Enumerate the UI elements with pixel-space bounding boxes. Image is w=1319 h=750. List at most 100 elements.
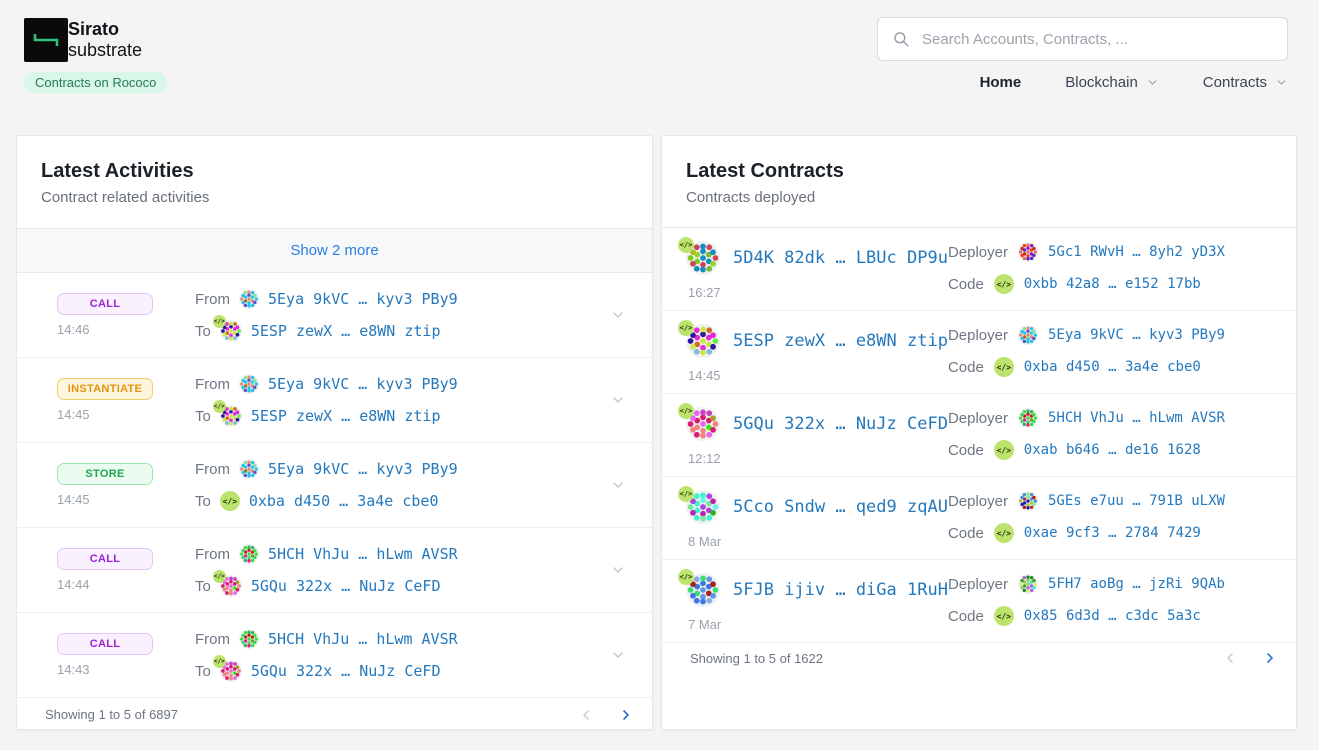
code-icon: </>: [993, 274, 1014, 294]
code-icon: </>: [212, 400, 226, 413]
expand-chevron-down-icon[interactable]: [610, 307, 626, 323]
code-hash-link[interactable]: 0xab b646 … de16 1628: [1023, 442, 1201, 458]
activity-row: CALL 14:43 From 5HCH VhJu … hLwm AVSR To…: [17, 613, 652, 698]
code-icon: </>: [993, 523, 1014, 543]
activity-time: 14:46: [57, 322, 90, 337]
contracts-footer: Showing 1 to 5 of 1622: [662, 643, 1296, 673]
deployer-address-link[interactable]: 5Gc1 RWvH … 8yh2 yD3X: [1047, 244, 1225, 260]
from-address-link[interactable]: 5HCH VhJu … hLwm AVSR: [268, 630, 458, 648]
expand-chevron-down-icon[interactable]: [610, 562, 626, 578]
deployer-label: Deployer: [947, 575, 1008, 593]
account-identicon: [686, 241, 720, 275]
contract-address-link[interactable]: 5ESP zewX … e8WN ztip: [733, 331, 948, 351]
expand-chevron-down-icon[interactable]: [610, 392, 626, 408]
activity-row: INSTANTIATE 14:45 From 5Eya 9kVC … kyv3 …: [17, 358, 652, 443]
from-address-link[interactable]: 5HCH VhJu … hLwm AVSR: [268, 545, 458, 563]
deployer-address-link[interactable]: 5FH7 aoBg … jzRi 9QAb: [1047, 576, 1225, 592]
from-address-link[interactable]: 5Eya 9kVC … kyv3 PBy9: [268, 290, 458, 308]
activity-addresses: From 5Eya 9kVC … kyv3 PBy9 To </> 5ESP z…: [195, 373, 610, 427]
next-page-button[interactable]: [1262, 650, 1278, 666]
from-address-link[interactable]: 5Eya 9kVC … kyv3 PBy9: [268, 460, 458, 478]
sirato-logo[interactable]: [24, 18, 68, 62]
deployer-line: Deployer 5FH7 aoBg … jzRi 9QAb: [948, 574, 1296, 594]
contract-main-cell: </> 5FJB ijiv … diGa 1RuH 7 Mar: [678, 560, 948, 642]
nav-item-home[interactable]: Home: [980, 74, 1022, 91]
contract-meta-cell: Deployer 5FH7 aoBg … jzRi 9QAb Code </> …: [948, 560, 1296, 642]
contract-main-cell: </> 5Cco Sndw … qed9 zqAU 8 Mar: [678, 477, 948, 559]
deployer-label: Deployer: [947, 409, 1008, 427]
contract-meta-cell: Deployer 5Eya 9kVC … kyv3 PBy9 Code </> …: [948, 311, 1296, 393]
expand-chevron-down-icon[interactable]: [610, 477, 626, 493]
search-box[interactable]: [877, 17, 1288, 61]
contract-time: 14:45: [688, 368, 721, 383]
contract-identicon: </>: [212, 400, 242, 427]
to-address-link[interactable]: 5GQu 322x … NuJz CeFD: [250, 577, 441, 595]
activity-type-badge: INSTANTIATE: [57, 378, 153, 400]
nav-item-contracts[interactable]: Contracts: [1203, 74, 1288, 91]
from-line: From 5HCH VhJu … hLwm AVSR: [195, 628, 610, 650]
search-input[interactable]: [922, 30, 1273, 48]
code-line: Code </> 0x85 6d3d … c3dc 5a3c: [948, 606, 1296, 626]
to-label: To: [195, 577, 211, 595]
prev-page-button[interactable]: [1222, 650, 1238, 666]
prev-page-button[interactable]: [578, 707, 594, 723]
activity-type-cell: CALL 14:46: [57, 293, 195, 337]
from-address-link[interactable]: 5Eya 9kVC … kyv3 PBy9: [268, 375, 458, 393]
activities-paging-text: Showing 1 to 5 of 6897: [45, 707, 178, 722]
account-identicon: [686, 324, 720, 358]
code-hash-link[interactable]: 0xba d450 … 3a4e cbe0: [1023, 359, 1201, 375]
deployer-label: Deployer: [947, 326, 1008, 344]
contract-row: </> 5GQu 322x … NuJz CeFD 12:12 Deployer…: [662, 394, 1296, 477]
show-more-link[interactable]: Show 2 more: [290, 242, 379, 259]
contract-identicon: </>: [212, 655, 242, 682]
deployer-address-link[interactable]: 5GEs e7uu … 791B uLXW: [1047, 493, 1225, 509]
contract-identicon: </>: [678, 403, 720, 441]
deployer-address-link[interactable]: 5HCH VhJu … hLwm AVSR: [1047, 410, 1225, 426]
nav-item-blockchain[interactable]: Blockchain: [1065, 74, 1159, 91]
code-hash-link[interactable]: 0xae 9cf3 … 2784 7429: [1023, 525, 1201, 541]
account-identicon: [239, 459, 259, 479]
contract-address-link[interactable]: 5Cco Sndw … qed9 zqAU: [733, 497, 948, 517]
contract-time: 8 Mar: [688, 534, 722, 549]
activity-type-cell: CALL 14:43: [57, 633, 195, 677]
contract-identicon: </>: [678, 237, 720, 275]
expand-chevron-down-icon[interactable]: [610, 647, 626, 663]
next-page-button[interactable]: [618, 707, 634, 723]
activity-addresses: From 5HCH VhJu … hLwm AVSR To </> 5GQu 3…: [195, 543, 610, 597]
from-label: From: [195, 460, 230, 478]
contract-identicon: </>: [678, 486, 720, 524]
activities-footer: Showing 1 to 5 of 6897: [17, 698, 652, 731]
contract-address-link[interactable]: 5FJB ijiv … diGa 1RuH: [733, 580, 948, 600]
activities-title: Latest Activities: [41, 160, 194, 182]
code-hash-link[interactable]: 0x85 6d3d … c3dc 5a3c: [1023, 608, 1201, 624]
account-identicon: [219, 660, 242, 682]
code-hash-link[interactable]: 0xbb 42a8 … e152 17bb: [1023, 276, 1201, 292]
deployer-line: Deployer 5GEs e7uu … 791B uLXW: [948, 491, 1296, 511]
to-address-link[interactable]: 5ESP zewX … e8WN ztip: [250, 322, 441, 340]
activity-type-badge: CALL: [57, 548, 153, 570]
deployer-address-link[interactable]: 5Eya 9kVC … kyv3 PBy9: [1047, 327, 1225, 343]
contract-address-link[interactable]: 5D4K 82dk … LBUc DP9u: [733, 248, 948, 268]
contract-address-link[interactable]: 5GQu 322x … NuJz CeFD: [733, 414, 948, 434]
deployer-line: Deployer 5HCH VhJu … hLwm AVSR: [948, 408, 1296, 428]
main-nav: Home Blockchain Contracts: [980, 74, 1288, 91]
activity-row: CALL 14:46 From 5Eya 9kVC … kyv3 PBy9 To…: [17, 273, 652, 358]
code-icon: </>: [212, 570, 226, 583]
from-line: From 5HCH VhJu … hLwm AVSR: [195, 543, 610, 565]
to-address-link[interactable]: 0xba d450 … 3a4e cbe0: [248, 492, 439, 510]
sirato-logo-icon: [33, 34, 59, 46]
to-address-link[interactable]: 5ESP zewX … e8WN ztip: [250, 407, 441, 425]
to-line: To </> 5ESP zewX … e8WN ztip: [195, 315, 610, 342]
code-icon: </>: [678, 403, 694, 419]
account-identicon: [686, 490, 720, 524]
from-label: From: [195, 630, 230, 648]
code-label: Code: [947, 358, 984, 376]
code-label: Code: [947, 607, 984, 625]
to-address-link[interactable]: 5GQu 322x … NuJz CeFD: [250, 662, 441, 680]
chevron-down-icon: [1148, 80, 1157, 85]
contract-row: </> 5FJB ijiv … diGa 1RuH 7 Mar Deployer…: [662, 560, 1296, 643]
contract-identicon: </>: [678, 569, 720, 607]
contract-row: </> 5D4K 82dk … LBUc DP9u 16:27 Deployer…: [662, 228, 1296, 311]
code-icon: </>: [993, 606, 1014, 626]
contracts-title: Latest Contracts: [686, 160, 844, 182]
